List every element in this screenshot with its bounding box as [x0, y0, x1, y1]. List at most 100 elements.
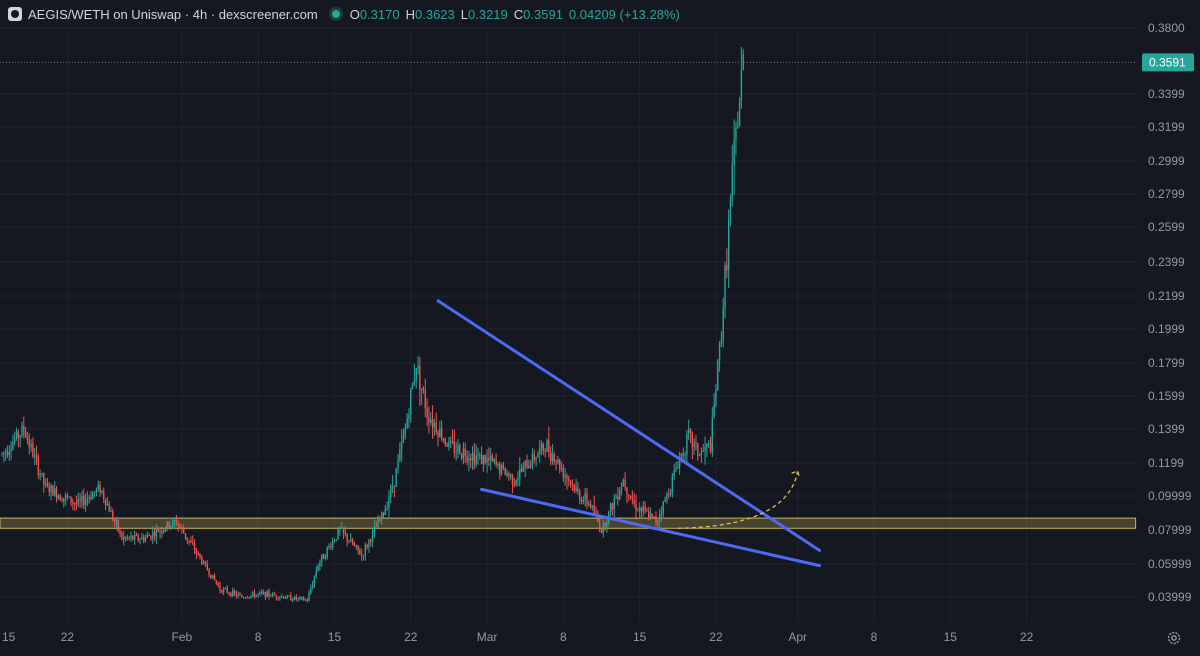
candle-body [386, 508, 388, 510]
candle-body [253, 592, 256, 597]
candle-body [546, 439, 548, 452]
candle-body [513, 484, 515, 486]
candle-body [484, 455, 486, 463]
price-tick-label: 0.2599 [1148, 220, 1185, 234]
candle-body [112, 511, 114, 520]
candle-body [368, 540, 370, 548]
time-tick-label: 15 [944, 630, 958, 644]
candle-body [677, 467, 679, 469]
candle-body [508, 473, 510, 477]
candle-body [21, 425, 23, 436]
candle-body [446, 444, 448, 447]
candle-body [50, 485, 52, 493]
candle-body [499, 464, 501, 474]
candle-body [626, 487, 628, 495]
candle-body [658, 514, 661, 521]
candle-body [324, 557, 327, 559]
candle-body [506, 473, 508, 476]
candle-body [697, 443, 699, 456]
candle-body [166, 521, 169, 529]
time-tick-label: 22 [404, 630, 418, 644]
candle-body [64, 495, 67, 498]
upper-trendline[interactable] [436, 299, 821, 552]
live-status-dot [331, 10, 340, 18]
candle-body [15, 431, 18, 439]
candle-body [691, 432, 694, 448]
candle-body [97, 484, 99, 489]
candle-body [328, 546, 330, 548]
candle-body [529, 465, 532, 467]
price-tick-label: 0.05999 [1148, 557, 1192, 571]
candle-body [228, 592, 230, 594]
candle-body [72, 502, 74, 504]
candle-body [682, 453, 684, 456]
candle-body [471, 452, 474, 461]
candle-body [729, 198, 732, 219]
candle-body [740, 69, 743, 101]
candle-body [666, 493, 668, 500]
candle-body [382, 512, 385, 516]
candle-body [533, 453, 535, 460]
candle-body [144, 537, 147, 542]
time-axis[interactable]: 15 22 Feb 8 15 22 Mar 8 15 22 Apr 8 15 22 [2, 630, 1034, 644]
candle-body [57, 495, 60, 499]
candle-body [153, 532, 156, 537]
candle-body [195, 550, 198, 554]
candle-body [248, 596, 250, 598]
candle-body [126, 537, 129, 539]
candle-body [90, 497, 92, 500]
lower-trendline[interactable] [480, 487, 821, 568]
candle-body [669, 492, 672, 495]
chart-header: AEGIS/WETH on Uniswap · 4h · dexscreener… [0, 0, 1130, 28]
time-tick-label: 15 [328, 630, 342, 644]
candle-body [413, 380, 416, 384]
candle-body [675, 468, 677, 471]
candle-body [390, 486, 392, 499]
candle-body [170, 525, 172, 528]
candle-body [479, 454, 481, 456]
candle-body [104, 498, 107, 506]
candle-body [261, 592, 263, 594]
candle-body [288, 595, 290, 597]
dexscreener-logo-icon [8, 7, 22, 21]
candle-body [604, 522, 606, 527]
candle-body [559, 459, 561, 470]
candle-body [580, 500, 583, 503]
candle-body [24, 430, 27, 438]
candle-body [339, 527, 341, 530]
candle-body [528, 465, 530, 469]
candle-body [738, 100, 741, 127]
gear-icon[interactable] [1164, 628, 1184, 648]
candle-body [157, 528, 159, 533]
candle-body [4, 451, 7, 453]
candle-body [117, 520, 119, 532]
candle-body [399, 449, 401, 460]
candle-body [718, 343, 721, 361]
candle-body [711, 417, 714, 452]
candle-body [8, 451, 10, 456]
candle-body [531, 453, 534, 466]
price-axis[interactable]: 0.3800 0.3399 0.3199 0.2999 0.2799 0.2599 0.23… [1148, 21, 1192, 604]
candle-body [737, 126, 739, 129]
candle-body [428, 417, 430, 423]
candle-body [415, 368, 417, 381]
breakout-projection-arrow[interactable] [677, 470, 801, 529]
candle-body [241, 595, 243, 598]
candle-body [226, 588, 228, 593]
candle-body [557, 459, 559, 463]
candle-body [673, 470, 675, 476]
candle-body [526, 460, 528, 469]
candle-body [702, 451, 704, 453]
time-tick-label: 15 [2, 630, 16, 644]
candlestick-series[interactable] [1, 47, 744, 603]
candle-body [646, 510, 648, 512]
candle-body [709, 443, 712, 452]
candle-body [722, 307, 724, 340]
candle-body [504, 467, 506, 476]
candle-body [511, 474, 514, 485]
candle-body [668, 493, 670, 495]
candle-body [159, 531, 161, 533]
candle-body [542, 443, 545, 451]
candle-body [6, 451, 9, 456]
